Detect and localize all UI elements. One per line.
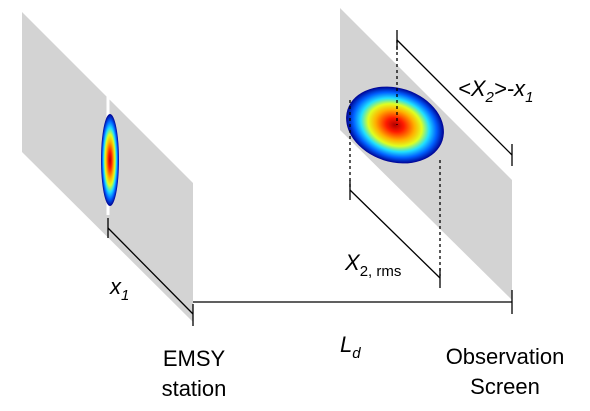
beam-spot-screen <box>346 86 444 164</box>
ld-label: Ld <box>340 332 361 362</box>
screen-label: Observation Screen <box>446 344 565 399</box>
mean-dimension <box>396 39 513 156</box>
x1-label: x1 <box>109 274 129 304</box>
beam-spot-emsy <box>101 114 119 206</box>
rms-dimension <box>349 189 441 279</box>
mean-label: <X2>-x1 <box>458 76 533 106</box>
x1-dimension <box>107 227 194 315</box>
rms-label: X2, rms <box>344 250 401 280</box>
emsy-label: EMSY station <box>162 346 227 401</box>
